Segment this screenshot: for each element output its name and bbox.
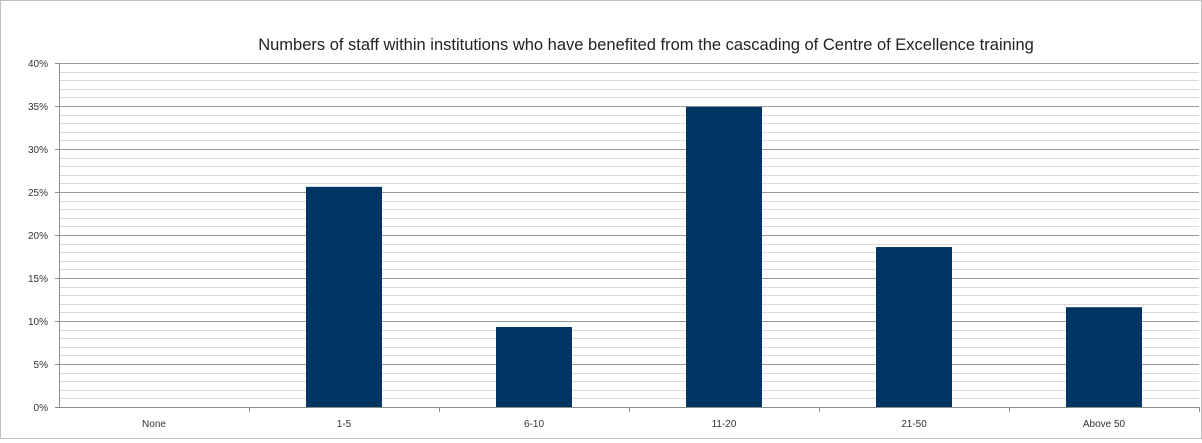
bar xyxy=(876,247,952,407)
y-tick-label: 10% xyxy=(28,317,48,328)
y-tick-label: 0% xyxy=(34,403,49,414)
y-tick-label: 30% xyxy=(28,145,48,156)
x-tick-label: 11-20 xyxy=(712,419,737,430)
bar xyxy=(1066,307,1142,407)
y-tick-label: 40% xyxy=(28,59,48,70)
x-tick-label: Above 50 xyxy=(1083,419,1126,430)
y-tick-label: 25% xyxy=(28,188,48,199)
x-axis-tick-labels: None 1-5 6-10 11-20 21-50 Above 50 xyxy=(142,419,1126,430)
y-tick-label: 5% xyxy=(34,360,49,371)
x-tick-label: 1-5 xyxy=(337,419,352,430)
y-tick-label: 20% xyxy=(28,231,48,242)
y-tick-label: 15% xyxy=(28,274,48,285)
bar xyxy=(306,186,382,407)
bar xyxy=(496,327,572,407)
gridlines xyxy=(55,63,1199,408)
x-tick-label: None xyxy=(142,419,166,430)
y-axis-tick-labels: 0% 5% 10% 15% 20% 25% 30% 35% 40% xyxy=(28,59,48,414)
axes xyxy=(59,63,1200,412)
y-tick-label: 35% xyxy=(28,102,48,113)
bars xyxy=(306,106,1142,408)
bar xyxy=(686,106,762,408)
x-tick-label: 21-50 xyxy=(901,419,927,430)
chart-title: Numbers of staff within institutions who… xyxy=(258,36,1034,54)
x-tick-label: 6-10 xyxy=(524,419,544,430)
